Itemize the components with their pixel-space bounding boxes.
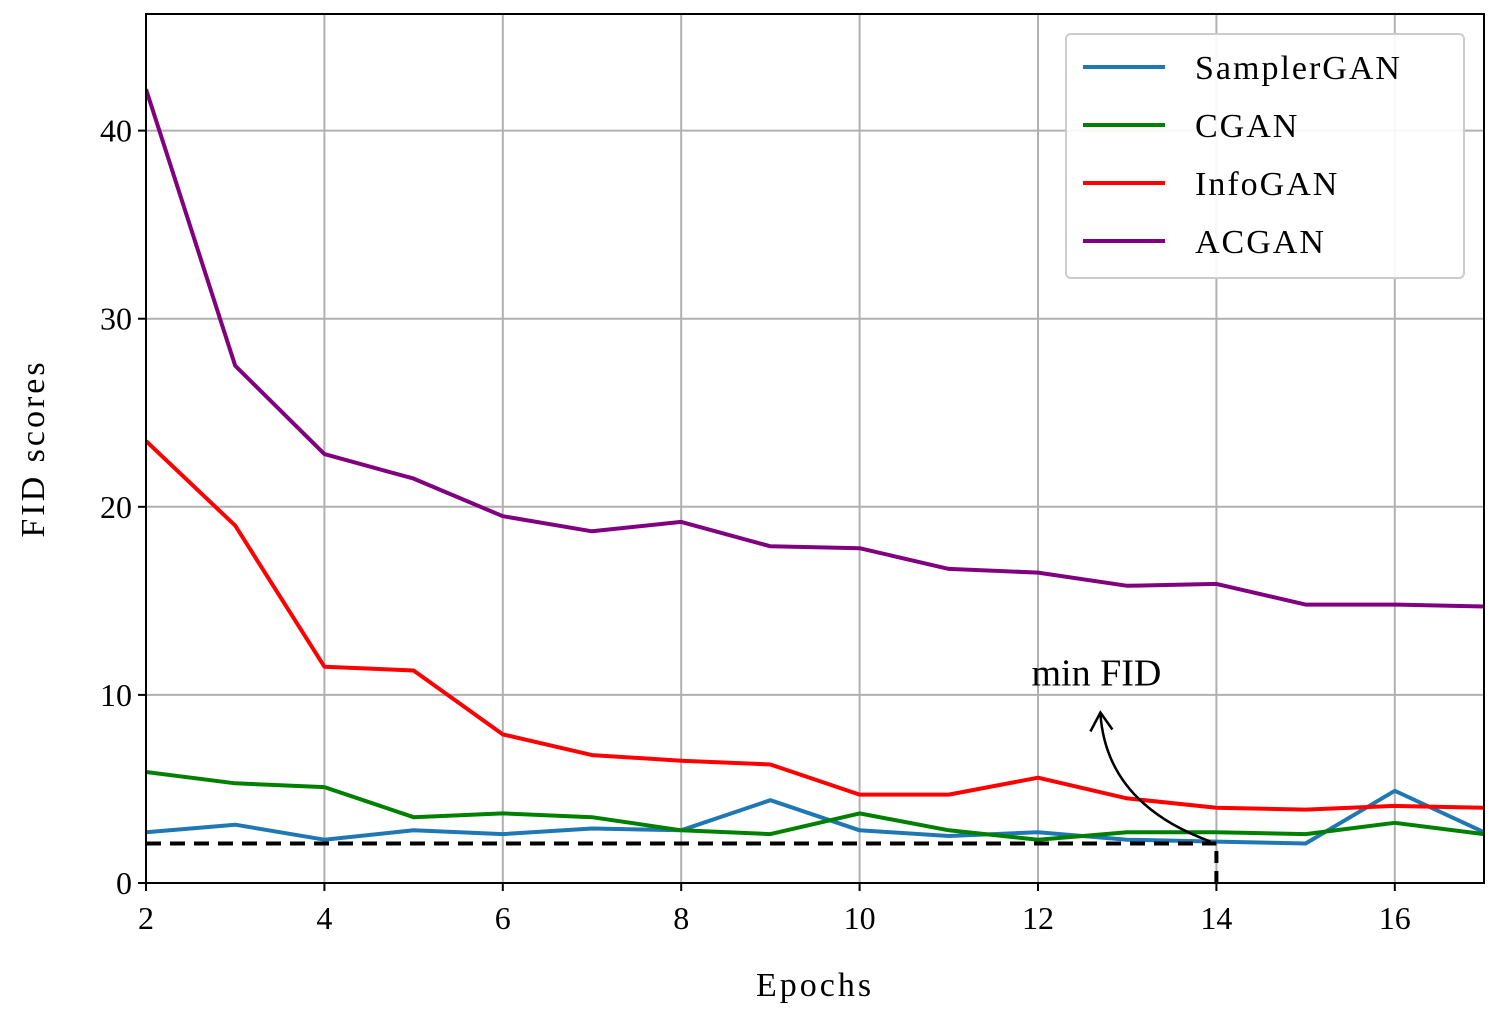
annotation-arrow xyxy=(1099,713,1211,843)
legend-label-infogan: InfoGAN xyxy=(1195,166,1339,203)
x-tick-label: 14 xyxy=(1200,900,1232,936)
x-tick-label: 6 xyxy=(495,900,511,936)
series-line-samplergan xyxy=(146,788,1484,846)
y-tick-label: 10 xyxy=(100,677,132,713)
x-tick-label: 8 xyxy=(673,900,689,936)
series-lines xyxy=(146,88,1484,846)
x-tick-label: 2 xyxy=(138,900,154,936)
reference-layer xyxy=(146,710,1219,883)
annotation-arrowhead xyxy=(1089,710,1114,733)
series-line-cgan xyxy=(146,770,1484,842)
y-tick-label: 20 xyxy=(100,489,132,525)
x-tick-label: 12 xyxy=(1022,900,1054,936)
min-fid-annotation: min FID xyxy=(1031,653,1161,695)
legend-label-cgan: CGAN xyxy=(1195,108,1299,145)
x-tick-label: 10 xyxy=(844,900,876,936)
y-tick-label: 40 xyxy=(100,113,132,149)
legend-label-samplergan: SamplerGAN xyxy=(1195,50,1402,87)
legend: SamplerGAN CGAN InfoGAN ACGAN xyxy=(1065,33,1465,279)
y-axis-label: FID scores xyxy=(15,359,52,537)
plot-frame xyxy=(145,13,1485,884)
x-tick-label: 16 xyxy=(1379,900,1411,936)
legend-box xyxy=(1065,33,1465,279)
y-axis-ticks: 0 10 20 30 40 xyxy=(100,113,146,901)
legend-label-acgan: ACGAN xyxy=(1195,224,1326,261)
x-tick-label: 4 xyxy=(316,900,332,936)
series-line-infogan xyxy=(146,439,1484,812)
series-line-acgan xyxy=(146,88,1484,609)
x-axis-label: Epochs xyxy=(756,967,874,1004)
x-axis-ticks: 2 4 6 8 10 12 14 16 xyxy=(138,883,1411,936)
y-tick-label: 30 xyxy=(100,301,132,337)
y-tick-label: 0 xyxy=(116,865,132,901)
